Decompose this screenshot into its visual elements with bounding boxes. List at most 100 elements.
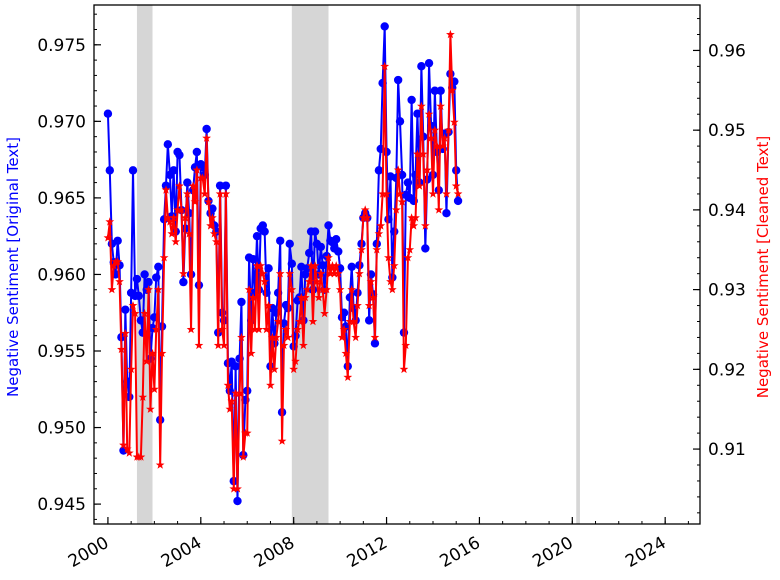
data-point [436, 86, 445, 95]
data-point [142, 356, 152, 366]
x-tick-label: 2008 [251, 533, 298, 572]
data-point [347, 285, 357, 294]
data-point [121, 305, 130, 314]
y-left-tick-label: 0.945 [37, 495, 86, 515]
data-point [212, 237, 221, 246]
data-point [233, 484, 242, 493]
data-point [163, 140, 173, 149]
data-point [124, 448, 134, 457]
data-point [403, 178, 413, 187]
data-point [252, 261, 262, 270]
data-point [395, 189, 405, 198]
data-point [105, 217, 115, 226]
data-point [283, 332, 293, 342]
data-point [231, 362, 240, 371]
data-point [190, 197, 200, 206]
data-point [225, 404, 235, 413]
data-point [384, 253, 393, 262]
data-point [285, 239, 294, 249]
data-point [447, 85, 457, 94]
data-point [432, 141, 442, 150]
data-point [233, 496, 242, 506]
data-point [353, 301, 362, 310]
data-point [175, 181, 184, 190]
data-point [113, 257, 123, 266]
data-point [252, 231, 262, 241]
data-point [355, 269, 364, 278]
data-point [105, 166, 114, 175]
data-point [179, 269, 188, 278]
data-point [318, 261, 327, 270]
data-point [134, 291, 144, 301]
data-point [434, 205, 444, 214]
data-point [155, 460, 165, 469]
data-point [329, 269, 339, 278]
data-point [378, 189, 387, 198]
data-point [331, 261, 341, 270]
data-point [399, 364, 409, 374]
data-point [180, 213, 190, 222]
data-point [150, 384, 159, 393]
y-axis-right: 0.91 0.92 0.93 0.94 0.95 0.96 [693, 18, 746, 514]
data-point [103, 109, 113, 118]
data-point [221, 181, 231, 190]
data-point [293, 324, 302, 334]
data-point [258, 269, 268, 278]
data-point [430, 125, 440, 134]
data-point [302, 285, 312, 294]
data-point [333, 269, 343, 278]
x-tick-label: 2012 [344, 533, 391, 572]
series-cleaned-text [103, 29, 463, 493]
data-point [154, 262, 163, 271]
data-point [295, 316, 304, 326]
y-left-tick-label: 0.975 [37, 36, 86, 56]
data-point [223, 380, 233, 389]
data-point [237, 297, 246, 307]
data-point [271, 332, 281, 342]
data-point [276, 236, 285, 245]
data-point [250, 324, 260, 334]
data-point [267, 332, 277, 342]
data-point [390, 227, 399, 236]
data-point [237, 332, 246, 342]
data-point [428, 189, 438, 198]
data-point [331, 235, 341, 244]
data-point [173, 205, 182, 214]
data-point [407, 95, 416, 105]
data-point [117, 344, 126, 354]
y-left-tick-label: 0.970 [37, 112, 86, 132]
data-point [413, 149, 422, 158]
data-point [270, 364, 279, 374]
data-point [246, 348, 256, 358]
data-point [248, 293, 258, 302]
data-point [113, 236, 122, 245]
y-right-tick-label: 0.92 [708, 360, 746, 380]
data-point [146, 404, 155, 413]
data-point [140, 270, 149, 279]
data-point [153, 285, 163, 294]
data-point [360, 205, 370, 214]
data-point [238, 452, 248, 461]
data-point [424, 109, 434, 118]
data-point [409, 221, 419, 230]
data-point [349, 316, 358, 326]
data-point [442, 189, 451, 198]
data-point [148, 348, 157, 358]
data-point [326, 269, 335, 278]
y-left-tick-label: 0.955 [37, 342, 86, 362]
series-original-text [103, 22, 463, 506]
data-point [324, 221, 333, 230]
data-point [374, 166, 384, 175]
data-point [287, 259, 297, 268]
data-point [436, 101, 445, 110]
y-left-tick-label: 0.950 [37, 419, 86, 439]
data-point [208, 213, 217, 222]
data-point [136, 316, 146, 325]
x-axis: 2000 2004 2008 2012 2016 2020 2024 [65, 517, 689, 572]
data-point [413, 109, 422, 118]
data-point [260, 277, 269, 286]
data-point [370, 332, 380, 342]
data-point [380, 61, 390, 71]
data-point [364, 316, 374, 325]
